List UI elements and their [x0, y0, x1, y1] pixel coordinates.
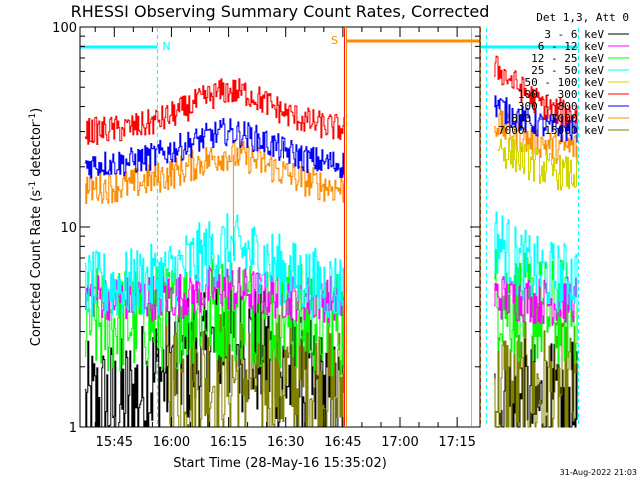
- y-tick-label: 1: [69, 421, 77, 436]
- series-25-50-kev-part2: [494, 211, 578, 313]
- legend-label-300-800-kev: 300 - 800 keV: [518, 100, 604, 113]
- series-800-7000-kev-part1: [84, 140, 345, 204]
- legend-label-7000-15000-kev: 7000 - 15000 keV: [498, 124, 604, 137]
- x-tick-label: 16:15: [210, 435, 247, 450]
- x-tick-label: 17:15: [438, 435, 475, 450]
- y-axis-label-exp1: -1: [28, 181, 38, 190]
- x-axis-label: Start Time (28-May-16 15:35:02): [173, 456, 387, 471]
- x-tick-label: 17:00: [381, 435, 418, 450]
- series-25-50-kev-part1: [84, 213, 345, 319]
- legend-header: Det 1,3, Att 0: [536, 11, 629, 24]
- series-300-800-kev-part1: [84, 118, 345, 179]
- y-axis-label-exp2: -1: [28, 113, 38, 122]
- x-tick-label: 15:45: [96, 435, 133, 450]
- series-6-12-kev-part2: [494, 276, 578, 326]
- series-100-300-kev-part1: [84, 78, 345, 145]
- x-tick-label: 16:30: [267, 435, 304, 450]
- legend-label-50-100-kev: 50 - 100 keV: [525, 76, 605, 89]
- legend-label-800-7000-kev: 800 - 7000 keV: [511, 112, 604, 125]
- legend-label-6-12-kev: 6 - 12 keV: [538, 40, 605, 53]
- y-axis-label-unit: detector: [29, 121, 44, 181]
- y-tick-label: 10: [60, 221, 77, 236]
- legend-label-3-6-kev: 3 - 6 keV: [544, 28, 604, 41]
- x-tick-label: 16:00: [153, 435, 190, 450]
- legend-label-25-50-kev: 25 - 50 keV: [531, 64, 604, 77]
- chart-title: RHESSI Observing Summary Count Rates, Co…: [71, 2, 490, 21]
- y-axis-label-main: Corrected Count Rate (s: [29, 190, 44, 347]
- flag-annotation-s: S: [331, 34, 338, 47]
- axes: 1 10 100 15:45 16:00 16:15 16:30 16:45 17:00 17:1…: [52, 21, 480, 450]
- series-50-100-kev-part2: [497, 136, 578, 191]
- legend-label-100-300-kev: 100 - 300 keV: [518, 88, 604, 101]
- series-300-800-kev-part2: [494, 95, 578, 143]
- y-axis-label-close: ): [29, 108, 44, 113]
- footer-date: 31-Aug-2022 21:03: [560, 468, 637, 477]
- flag-annotation-n: N: [162, 40, 170, 53]
- x-tick-label: 16:45: [324, 435, 361, 450]
- y-tick-label: 100: [52, 21, 77, 36]
- series-100-300-kev-part2: [494, 55, 578, 127]
- y-axis-label: Corrected Count Rate (s-1 detector-1): [28, 108, 44, 346]
- legend-label-12-25-kev: 12 - 25 keV: [531, 52, 604, 65]
